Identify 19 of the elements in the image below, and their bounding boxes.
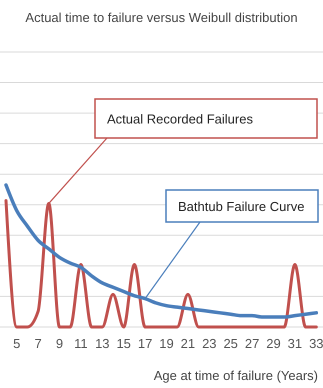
annotation: Bathtub Failure Curve xyxy=(178,199,304,214)
x-tick-label: 21 xyxy=(180,336,196,351)
x-axis-title: Age at time of failure (Years) xyxy=(154,368,318,383)
x-tick-label: 29 xyxy=(266,336,281,351)
x-tick-label: 9 xyxy=(56,336,64,351)
x-tick-label: 33 xyxy=(309,336,323,351)
x-tick-label: 5 xyxy=(13,336,20,351)
x-tick-label: 15 xyxy=(116,336,131,351)
x-tick-label: 11 xyxy=(74,336,88,351)
x-tick-label: 31 xyxy=(288,336,302,351)
x-tick-label: 25 xyxy=(223,336,238,351)
x-tick-label: 27 xyxy=(244,336,260,351)
x-tick-label: 13 xyxy=(95,336,110,351)
x-tick-label: 7 xyxy=(34,336,42,351)
x-tick-label: 19 xyxy=(159,336,174,351)
chart-title: Actual time to failure versus Weibull distribution xyxy=(25,10,298,25)
x-tick-label: 17 xyxy=(138,336,152,351)
x-tick-label: 23 xyxy=(202,336,217,351)
text: Actual Recorded Failures xyxy=(107,112,254,126)
